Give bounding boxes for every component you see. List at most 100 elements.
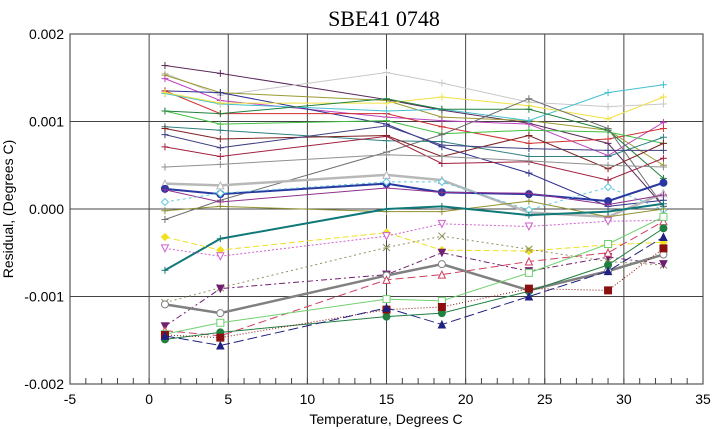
data-point-plus: [216, 110, 224, 118]
data-point-plus: [216, 135, 224, 143]
data-point-plus: [438, 141, 446, 149]
data-point-square: [216, 318, 225, 327]
data-point-plus: [161, 216, 169, 223]
series-line: [164, 227, 664, 340]
y-axis-label: Residual, (Degrees C): [0, 140, 16, 279]
data-point-plus: [216, 99, 224, 107]
data-point-plus: [604, 103, 612, 111]
series-15: [161, 132, 667, 184]
data-point-square: [659, 212, 668, 221]
series-group: [160, 62, 668, 350]
data-point-plus: [216, 120, 224, 128]
x-tick-label: 0: [145, 391, 153, 407]
data-point-triangle: [524, 291, 534, 301]
data-point-triangle: [437, 319, 447, 329]
data-point-square: [216, 333, 225, 342]
data-point-x: [525, 245, 533, 254]
series-line: [164, 253, 664, 315]
series-line: [164, 220, 664, 337]
data-point-triangle: [603, 266, 613, 276]
data-point-plus: [438, 117, 446, 125]
x-tick-label: 10: [300, 391, 316, 407]
data-point-plus: [216, 202, 224, 210]
series-line: [164, 247, 664, 339]
data-point-circle: [659, 178, 668, 187]
x-tick-label: -5: [64, 391, 77, 407]
data-point-plus: [161, 131, 169, 139]
data-point-triangle-down: [659, 260, 668, 269]
data-point-plus: [161, 107, 169, 115]
data-point-plus: [161, 62, 169, 69]
data-point-triangle: [382, 275, 391, 284]
data-point-plus: [383, 151, 390, 159]
y-tick-label: -0.001: [24, 289, 64, 305]
data-point-plus: [438, 79, 446, 87]
data-point-plus: [438, 131, 446, 139]
x-tick-label: 30: [616, 391, 632, 407]
y-tick-label: 0.001: [29, 114, 64, 130]
series-line: [164, 202, 664, 272]
data-point-square: [524, 284, 533, 293]
data-point-triangle: [382, 303, 391, 312]
series-16: [161, 151, 667, 171]
data-point-triangle-down: [216, 252, 225, 261]
data-point-circle: [382, 312, 391, 321]
data-point-plus: [216, 89, 224, 97]
data-point-circle: [659, 224, 668, 233]
data-point-plus: [216, 144, 224, 152]
data-point-plus: [525, 105, 533, 113]
data-point-triangle: [216, 180, 225, 190]
data-point-plus: [438, 105, 446, 113]
data-point-plus: [659, 133, 667, 141]
data-point-triangle: [659, 232, 668, 241]
grid: [69, 33, 704, 385]
data-point-plus: [161, 75, 169, 83]
x-tick-label: 20: [458, 391, 474, 407]
data-point-diamond: [216, 189, 225, 198]
data-point-plus: [216, 235, 224, 243]
data-point-triangle: [437, 270, 447, 279]
data-point-plus: [438, 202, 446, 210]
data-point-triangle-down: [603, 217, 613, 226]
data-point-plus: [525, 197, 533, 205]
data-point-diamond: [382, 177, 391, 187]
data-point-plus: [383, 122, 390, 130]
data-point-plus: [659, 125, 667, 132]
data-point-diamond: [437, 177, 447, 187]
data-point-x: [382, 243, 391, 252]
data-point-plus: [525, 145, 533, 153]
data-point-square: [659, 244, 668, 253]
data-point-diamond: [160, 232, 170, 242]
data-point-plus: [525, 157, 533, 165]
data-point-plus: [438, 153, 446, 160]
series-29: [160, 212, 668, 339]
data-point-plus: [161, 163, 169, 171]
data-point-plus: [383, 69, 390, 76]
data-point-triangle: [160, 331, 170, 340]
data-point-plus: [216, 153, 224, 160]
data-point-triangle-down: [160, 244, 170, 253]
data-point-plus: [161, 125, 169, 132]
y-tick-label: 0.000: [29, 201, 64, 217]
data-point-plus: [525, 169, 533, 177]
data-point-plus: [659, 81, 667, 89]
data-point-square: [604, 240, 613, 248]
data-point-plus: [438, 123, 446, 131]
data-point-square: [524, 268, 533, 277]
tick-labels: -5 0 5 10 15 20 25 30 35 -0.002 -0.001 0.000 0.001 0.…: [24, 26, 711, 407]
data-point-plus: [383, 205, 390, 213]
series-30: [160, 224, 668, 344]
data-point-circle: [216, 309, 225, 318]
data-point-plus: [216, 69, 224, 77]
x-tick-label: 15: [379, 391, 395, 407]
data-point-plus: [659, 139, 667, 147]
data-point-plus: [604, 89, 612, 97]
data-point-diamond: [160, 197, 170, 207]
data-point-plus: [525, 211, 533, 219]
x-tick-label: 5: [224, 391, 232, 407]
series-32: [160, 232, 668, 350]
data-point-plus: [161, 143, 169, 151]
data-point-plus: [161, 89, 169, 97]
data-point-plus: [604, 146, 612, 154]
